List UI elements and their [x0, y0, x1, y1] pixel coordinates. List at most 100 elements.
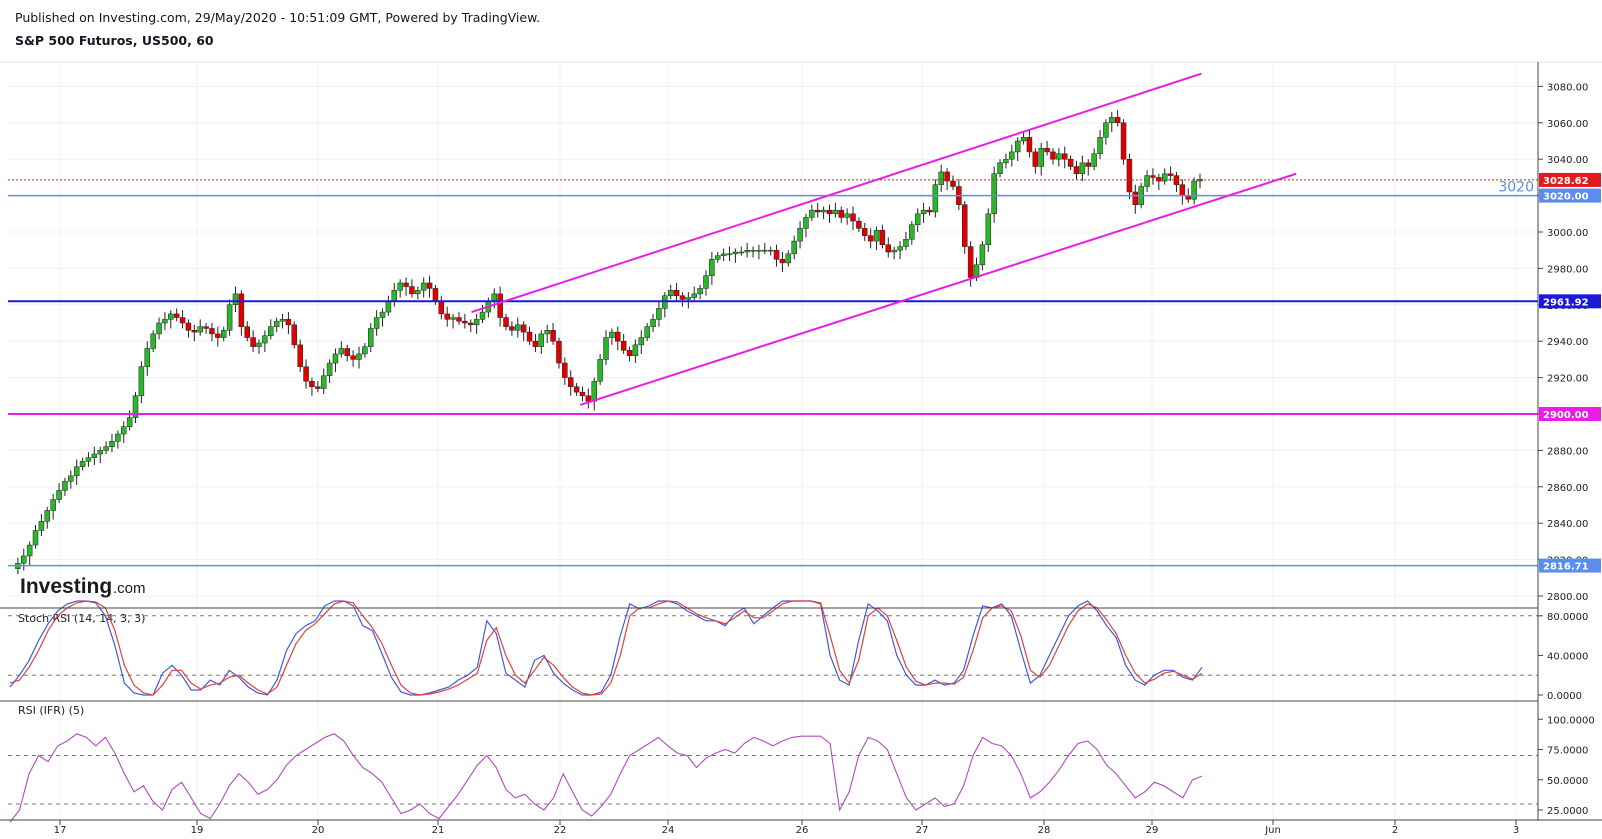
- stoch-line-d: [9, 600, 1203, 696]
- candle-body: [97, 450, 103, 455]
- candle-body: [803, 217, 809, 229]
- candle-body: [420, 282, 427, 291]
- candle-body: [632, 344, 639, 357]
- candle-body: [173, 313, 180, 318]
- y-tick-label: 3040.00: [1547, 155, 1588, 166]
- candle-body: [1120, 122, 1127, 160]
- x-tick-label: 29: [1146, 825, 1159, 836]
- candle-body: [685, 297, 692, 300]
- candle-body: [532, 340, 539, 347]
- candle-body: [56, 490, 62, 500]
- candle-body: [838, 209, 844, 218]
- candle-body: [379, 311, 386, 318]
- candle-body: [903, 239, 909, 247]
- candle-body: [932, 184, 939, 213]
- candle-body: [1103, 122, 1109, 138]
- candle-body: [609, 331, 615, 338]
- rsi-title: RSI (IFR) (5): [18, 704, 84, 717]
- candle-body: [250, 337, 256, 347]
- level-price-tag: [1539, 188, 1601, 203]
- logo-suffix: .com: [113, 580, 146, 597]
- candle-body: [850, 213, 856, 222]
- candle-body: [385, 300, 392, 313]
- candle-body: [144, 348, 151, 367]
- candle-body: [644, 326, 650, 338]
- candle-body: [750, 249, 756, 252]
- candle-body: [450, 317, 456, 320]
- candle-body: [256, 342, 262, 347]
- candle-body: [1050, 151, 1056, 160]
- candle-body: [220, 330, 227, 338]
- candle-body: [32, 530, 39, 546]
- x-tick-label: 20: [312, 825, 325, 836]
- candle-body: [550, 330, 556, 342]
- candle-body: [426, 282, 433, 289]
- x-tick-label: 27: [916, 825, 929, 836]
- candle-body: [738, 251, 745, 254]
- x-tick-label: 19: [191, 825, 204, 836]
- candle-body: [873, 229, 880, 242]
- candle-body: [1014, 140, 1021, 153]
- candle-body: [909, 224, 915, 240]
- candle-body: [1167, 173, 1174, 176]
- x-tick-label: 21: [432, 825, 445, 836]
- candle-body: [191, 330, 198, 333]
- candle-body: [591, 380, 597, 402]
- candle-body: [238, 293, 245, 327]
- candle-body: [156, 322, 162, 335]
- y-tick-label: 3060.00: [1547, 119, 1588, 130]
- candle-body: [115, 433, 121, 442]
- candle-body: [1073, 166, 1080, 175]
- candle-body: [709, 259, 715, 276]
- y-tick-label: 2920.00: [1547, 374, 1588, 385]
- candle-body: [615, 331, 621, 342]
- candle-body: [467, 322, 474, 326]
- candle-body: [650, 319, 656, 327]
- candle-body: [79, 461, 86, 468]
- candle-body: [44, 510, 51, 522]
- rsi-line: [9, 733, 1203, 823]
- candle-body: [1044, 148, 1050, 153]
- candle-body: [1161, 173, 1168, 182]
- candle-body: [897, 246, 903, 251]
- candle-body: [985, 213, 992, 245]
- candle-body: [491, 293, 498, 302]
- candle-body: [997, 162, 1003, 175]
- candle-body: [779, 259, 786, 264]
- y-tick-label: 2880.00: [1547, 446, 1588, 457]
- candle-body: [691, 293, 697, 298]
- candle-body: [103, 446, 109, 451]
- candle-body: [950, 180, 956, 187]
- candle-body: [391, 289, 398, 302]
- candle-body: [244, 326, 250, 338]
- candle-body: [332, 353, 339, 364]
- candle-body: [268, 326, 274, 336]
- candle-body: [991, 173, 997, 215]
- candle-body: [1109, 117, 1115, 124]
- candle-body: [503, 317, 509, 327]
- grid-lines: [8, 62, 1538, 820]
- rsi-pane: RSI (IFR) (5): [8, 704, 1538, 823]
- level-text-label: 3020: [1498, 180, 1534, 196]
- candle-body: [356, 353, 362, 360]
- candle-body: [326, 362, 333, 377]
- x-tick-label: 24: [662, 825, 675, 836]
- candle-body: [673, 289, 680, 296]
- x-tick-label: 17: [54, 825, 67, 836]
- stoch-y-tick-label: 0.0000: [1547, 691, 1582, 702]
- candle-body: [209, 328, 215, 335]
- x-tick-label: 3: [1513, 825, 1519, 836]
- candle-body: [809, 209, 815, 218]
- candle-body: [350, 355, 356, 360]
- candle-body: [603, 337, 609, 360]
- candle-body: [1156, 177, 1162, 182]
- candle-body: [168, 313, 174, 320]
- candle-body: [573, 386, 580, 393]
- candle-body: [962, 204, 968, 247]
- candle-body: [1003, 158, 1009, 164]
- candle-body: [1061, 153, 1068, 160]
- candle-body: [62, 481, 68, 491]
- candle-body: [509, 326, 515, 331]
- x-tick-label: 22: [554, 825, 567, 836]
